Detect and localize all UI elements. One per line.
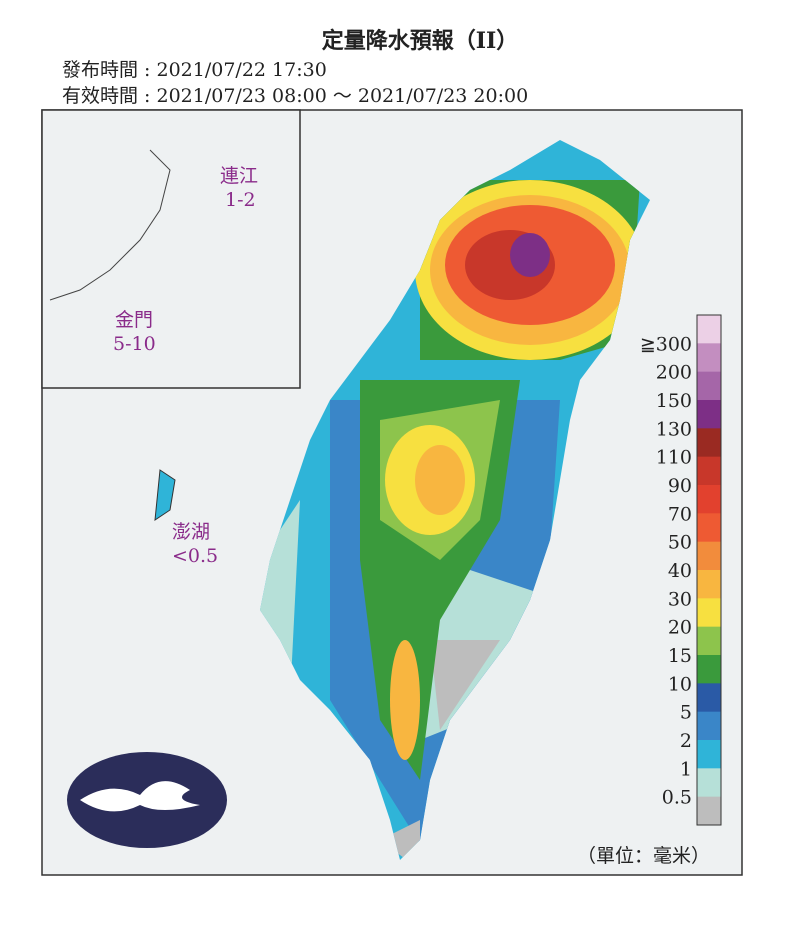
legend-swatch <box>697 541 721 571</box>
unit: （單位：毫米） <box>577 845 710 867</box>
region-name: 金門 <box>115 309 153 331</box>
legend-swatch <box>697 683 721 713</box>
legend-label: 2 <box>680 730 692 752</box>
legend: ≧300 200 150 130 110 90 70 50 40 30 20 15 10 5 2 1 0.5 <box>640 314 722 826</box>
legend-label: 10 <box>668 673 692 695</box>
legend-swatch <box>697 485 721 514</box>
legend-swatch <box>697 456 721 486</box>
legend-swatch <box>697 400 721 429</box>
region-range: 1-2 <box>225 189 256 211</box>
legend-label: 30 <box>668 588 692 610</box>
legend-swatch <box>697 768 721 798</box>
legend-label: ≧300 <box>640 333 692 355</box>
legend-label: 150 <box>656 390 692 412</box>
valid-time: 有效時間 : 2021/07/23 08:00 ～ 2021/07/23 20:… <box>62 85 528 107</box>
legend-swatch <box>697 570 721 599</box>
legend-label: 50 <box>668 532 692 554</box>
title: 定量降水預報（II） <box>322 28 519 54</box>
legend-swatch <box>697 343 721 373</box>
legend-swatch <box>697 626 721 656</box>
legend-swatch <box>697 598 721 628</box>
legend-border <box>696 314 722 826</box>
legend-swatch <box>697 513 721 543</box>
issued-time: 發布時間 : 2021/07/22 17:30 <box>62 59 327 81</box>
logo-wave <box>80 781 200 812</box>
legend-label: 90 <box>668 475 692 497</box>
legend-swatch <box>697 315 721 344</box>
inset-frame <box>41 109 301 389</box>
legend-label: 110 <box>656 447 692 469</box>
legend-swatch <box>697 371 721 401</box>
legend-label: 70 <box>668 503 692 525</box>
region-name: 連江 <box>220 165 258 187</box>
legend-swatch <box>697 711 721 741</box>
coastline <box>49 149 171 301</box>
legend-swatch <box>697 428 721 458</box>
region-name: 澎湖 <box>172 521 210 543</box>
region-range: 5-10 <box>113 333 156 355</box>
legend-swatch <box>697 655 721 684</box>
legend-label: 20 <box>668 617 692 639</box>
legend-label: 0.5 <box>662 787 692 809</box>
penghu <box>154 469 176 522</box>
legend-label: 40 <box>668 560 692 582</box>
legend-label: 15 <box>668 645 692 667</box>
legend-label: 200 <box>656 362 692 384</box>
region-range: <0.5 <box>172 545 218 567</box>
legend-label: 1 <box>680 758 692 780</box>
legend-swatch <box>697 796 721 826</box>
legend-swatch <box>697 740 721 769</box>
legend-label: 130 <box>656 418 692 440</box>
legend-label: 5 <box>680 702 692 724</box>
